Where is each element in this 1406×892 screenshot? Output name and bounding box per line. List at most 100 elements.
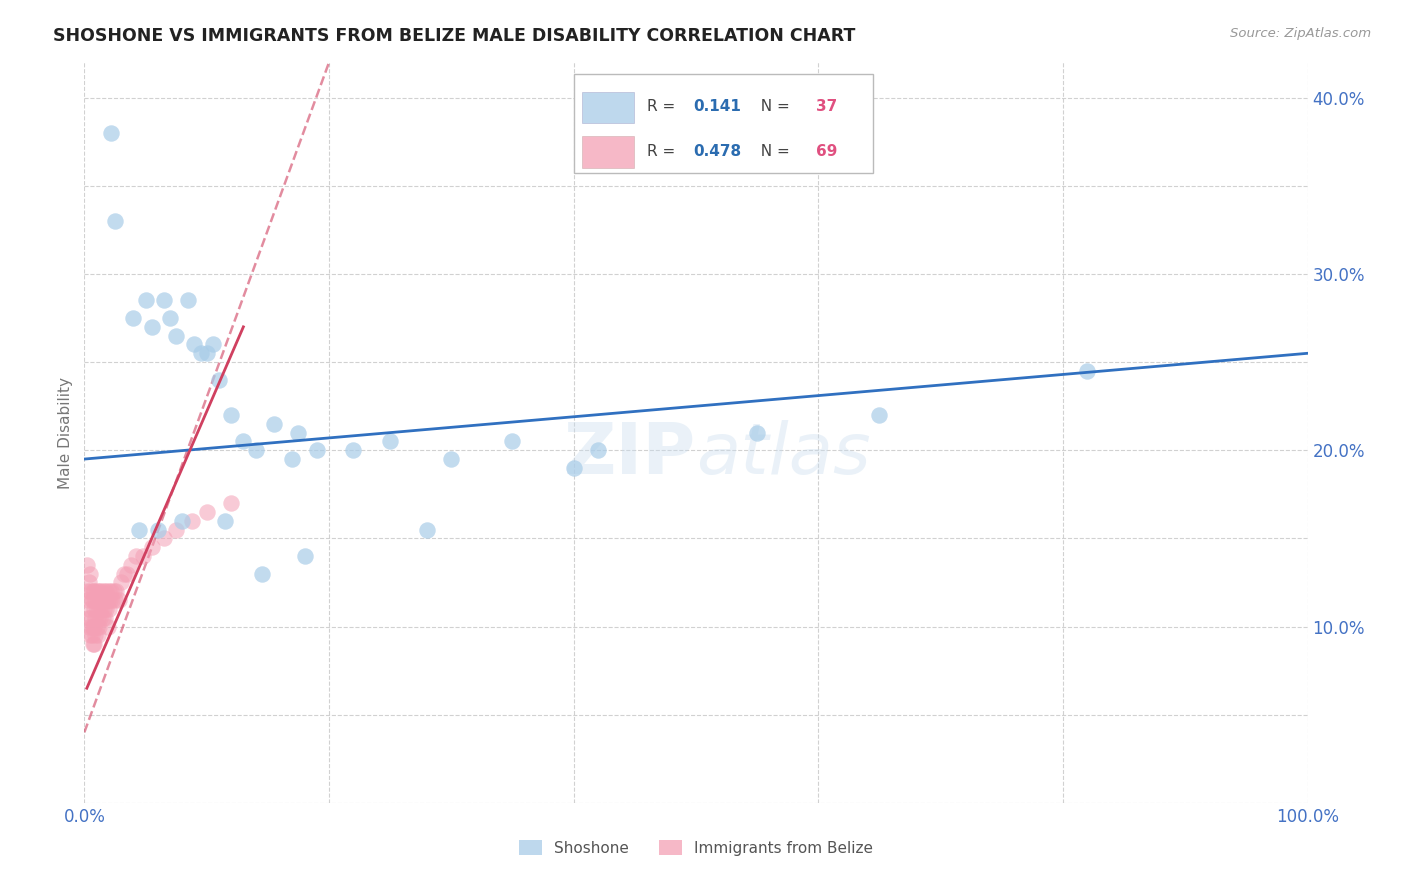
Point [287, 425, 309, 440]
Point [84, 593, 107, 607]
Point [165, 328, 187, 343]
Point [94, 593, 117, 607]
Point [416, 523, 439, 537]
Point [86, 619, 108, 633]
Point [195, 505, 218, 519]
Point [747, 425, 769, 440]
Point [135, 293, 157, 308]
Point [90, 602, 112, 616]
Point [165, 523, 187, 537]
Point [110, 575, 132, 590]
Point [128, 523, 150, 537]
Point [153, 293, 176, 308]
Point [1076, 364, 1098, 378]
Point [82, 584, 104, 599]
Point [219, 408, 242, 422]
Point [125, 549, 148, 563]
Text: ZIP: ZIP [564, 420, 696, 490]
Point [87, 619, 110, 633]
Point [190, 346, 212, 360]
Text: N =: N = [751, 99, 794, 114]
Point [96, 602, 118, 616]
Point [79, 628, 101, 642]
Point [115, 566, 138, 581]
Text: 69: 69 [815, 144, 837, 159]
Text: Source: ZipAtlas.com: Source: ZipAtlas.com [1230, 27, 1371, 40]
Point [86, 602, 108, 616]
Point [77, 575, 100, 590]
Text: 0.141: 0.141 [693, 99, 741, 114]
Point [107, 593, 129, 607]
Point [80, 619, 103, 633]
Point [100, 126, 122, 140]
Point [281, 452, 304, 467]
Point [214, 514, 236, 528]
Text: 0.478: 0.478 [693, 144, 741, 159]
Point [97, 619, 120, 633]
Point [84, 628, 107, 642]
Point [76, 558, 98, 572]
Y-axis label: Male Disability: Male Disability [58, 376, 73, 489]
Point [76, 584, 98, 599]
FancyBboxPatch shape [582, 92, 634, 123]
Point [141, 540, 163, 554]
Point [77, 593, 100, 607]
Point [77, 611, 100, 625]
Point [79, 566, 101, 581]
Point [208, 373, 231, 387]
Point [250, 566, 273, 581]
Point [79, 611, 101, 625]
Point [141, 319, 163, 334]
Point [91, 611, 114, 625]
Text: 37: 37 [815, 99, 837, 114]
Point [181, 514, 204, 528]
Point [87, 584, 110, 599]
Point [195, 346, 218, 360]
Point [305, 443, 328, 458]
Point [82, 593, 104, 607]
Point [440, 452, 463, 467]
Text: R =: R = [647, 144, 681, 159]
Text: R =: R = [647, 99, 681, 114]
Point [83, 602, 105, 616]
Point [159, 311, 181, 326]
Point [232, 434, 254, 449]
Point [869, 408, 891, 422]
Point [86, 584, 108, 599]
Point [201, 337, 224, 351]
Point [98, 593, 121, 607]
Point [104, 214, 127, 228]
Point [97, 602, 120, 616]
Point [112, 566, 135, 581]
Point [294, 549, 316, 563]
Point [82, 637, 104, 651]
Point [96, 584, 118, 599]
Point [146, 523, 169, 537]
Point [80, 628, 103, 642]
Point [132, 549, 155, 563]
Point [77, 602, 100, 616]
Point [219, 496, 242, 510]
Point [122, 311, 145, 326]
Point [153, 532, 176, 546]
Point [83, 637, 105, 651]
Point [89, 593, 111, 607]
Point [105, 584, 128, 599]
Point [79, 584, 101, 599]
Point [77, 619, 100, 633]
Point [91, 593, 114, 607]
Point [87, 593, 110, 607]
Point [89, 611, 111, 625]
Point [263, 417, 285, 431]
Point [84, 611, 107, 625]
Point [100, 584, 122, 599]
Point [94, 611, 117, 625]
Point [83, 584, 105, 599]
Point [82, 619, 104, 633]
Point [501, 434, 523, 449]
Point [103, 584, 125, 599]
Text: N =: N = [751, 144, 794, 159]
Point [183, 337, 205, 351]
Point [90, 584, 112, 599]
Point [83, 619, 105, 633]
